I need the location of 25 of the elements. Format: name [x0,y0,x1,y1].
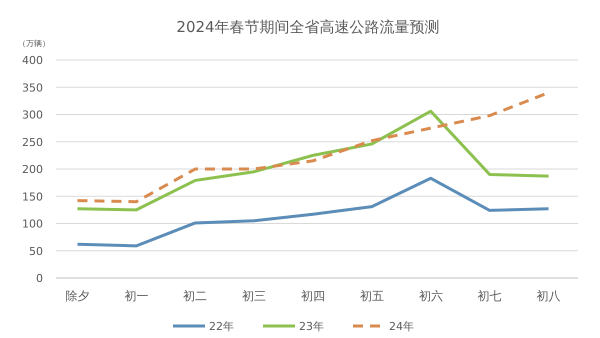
x-tick-label: 初七 [478,289,502,303]
x-tick-label: 初四 [301,289,325,303]
y-tick-label: 0 [36,272,43,285]
y-tick-label: 50 [29,244,43,258]
y-tick-label: 150 [22,190,43,204]
y-tick-label: 100 [22,218,43,230]
y-tick-label: 300 [22,108,43,122]
y-tick-label: 200 [22,163,43,176]
x-tick-label: 初五 [360,289,384,303]
legend-label: 22年 [209,320,234,333]
legend-label: 24年 [389,320,414,333]
x-tick-label: 初八 [536,289,561,303]
y-tick-label: 400 [22,54,43,67]
x-tick-label: 初一 [124,289,148,303]
y-tick-label: 250 [22,136,43,149]
y-tick-label: 350 [22,81,43,94]
x-tick-label: 除夕 [65,289,90,303]
x-tick-label: 初三 [242,289,266,303]
line-series [76,176,550,248]
x-tick-label: 初二 [183,289,208,303]
legend-label: 23年 [299,320,324,333]
y-axis-title: （万辆） [18,39,50,48]
line-series [76,110,550,212]
chart-title: 2024年春节期间全省高速公路流量预测 [176,18,440,36]
x-tick-label: 初六 [418,289,443,303]
